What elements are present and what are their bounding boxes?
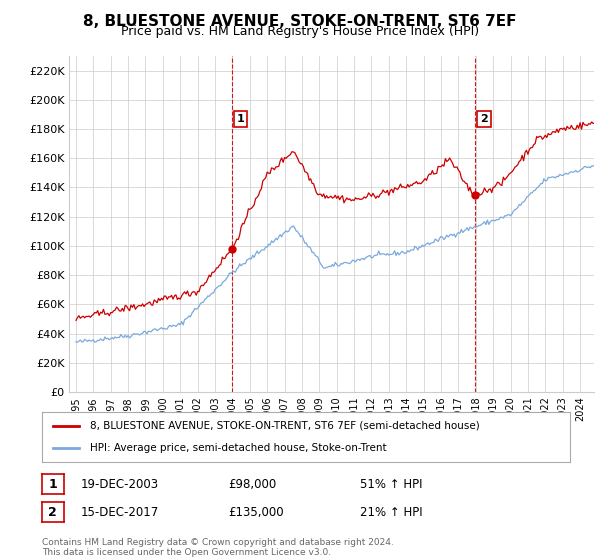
Text: 51% ↑ HPI: 51% ↑ HPI xyxy=(360,478,422,491)
Text: 1: 1 xyxy=(49,478,57,491)
Text: 21% ↑ HPI: 21% ↑ HPI xyxy=(360,506,422,519)
Text: Price paid vs. HM Land Registry's House Price Index (HPI): Price paid vs. HM Land Registry's House … xyxy=(121,25,479,38)
Text: 8, BLUESTONE AVENUE, STOKE-ON-TRENT, ST6 7EF (semi-detached house): 8, BLUESTONE AVENUE, STOKE-ON-TRENT, ST6… xyxy=(89,421,479,431)
Text: 15-DEC-2017: 15-DEC-2017 xyxy=(81,506,159,519)
Text: £98,000: £98,000 xyxy=(228,478,276,491)
Text: 2: 2 xyxy=(480,114,488,124)
Text: 2: 2 xyxy=(49,506,57,519)
Text: 19-DEC-2003: 19-DEC-2003 xyxy=(81,478,159,491)
Text: £135,000: £135,000 xyxy=(228,506,284,519)
Text: 1: 1 xyxy=(237,114,244,124)
Text: 8, BLUESTONE AVENUE, STOKE-ON-TRENT, ST6 7EF: 8, BLUESTONE AVENUE, STOKE-ON-TRENT, ST6… xyxy=(83,14,517,29)
Text: HPI: Average price, semi-detached house, Stoke-on-Trent: HPI: Average price, semi-detached house,… xyxy=(89,443,386,453)
Text: Contains HM Land Registry data © Crown copyright and database right 2024.
This d: Contains HM Land Registry data © Crown c… xyxy=(42,538,394,557)
